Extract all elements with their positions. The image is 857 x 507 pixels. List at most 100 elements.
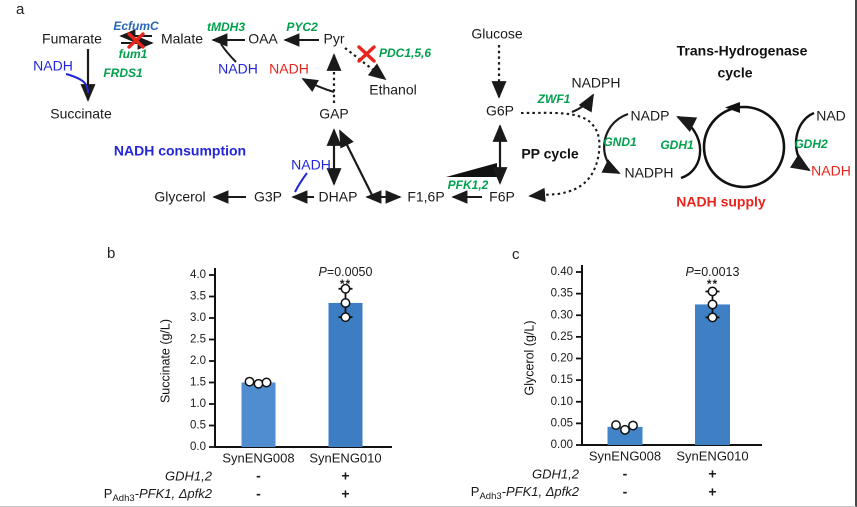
data-point — [245, 377, 253, 385]
chart-succinate: b Succinate (g/L) 4.0 3.5 3.0 2.5 2.0 1.5 1.0 0… — [104, 245, 440, 504]
metabolite-glycerol: Glycerol — [154, 189, 205, 205]
data-point — [341, 299, 349, 307]
data-point — [612, 421, 620, 429]
data-point — [341, 285, 349, 293]
cofactor-nadph-zwf1: NADPH — [571, 75, 620, 91]
panel-a-label: a — [16, 1, 25, 18]
data-point — [708, 287, 716, 295]
metabolite-g3p: G3P — [254, 189, 282, 205]
metabolite-malate: Malate — [161, 31, 203, 47]
trans-hydrogenase-circle — [704, 107, 784, 187]
section-trans-hydrogenase-line2: cycle — [717, 65, 752, 81]
condition-value: - — [256, 468, 261, 484]
cofactor-nadh-gapdh: NADH — [269, 61, 309, 77]
condition-value: - — [256, 486, 261, 502]
category-label: SynENG008 — [589, 448, 661, 463]
gene-pdc: PDC1,5,6 — [379, 46, 431, 60]
metabolite-ethanol: Ethanol — [369, 82, 416, 98]
gene-gdh1: GDH1 — [660, 138, 694, 152]
data-point — [262, 378, 270, 386]
arrow-pyr-ethanol-dotted — [345, 48, 387, 81]
condition-value: + — [708, 484, 716, 500]
cofactor-nadh-g3p: NADH — [291, 157, 331, 173]
section-pp-cycle: PP cycle — [521, 146, 579, 162]
bar-SynENG008 — [241, 382, 276, 447]
y-tick-label: 2.0 — [190, 355, 206, 367]
category-label: SynENG008 — [222, 450, 294, 465]
metabolite-g6p: G6P — [486, 103, 514, 119]
condition-value: + — [708, 466, 716, 482]
curve-nadh-gapdh — [301, 79, 334, 92]
arrow-gnd1-nadph — [601, 114, 628, 173]
condition-value: + — [341, 468, 349, 484]
significance-stars: ** — [707, 277, 718, 291]
arrow-gdh2-nadh — [789, 113, 814, 172]
cycle-arrowhead-icon — [725, 102, 740, 113]
chart-glycerol: c Glycerol (g/L) 0.40 0.35 0.30 0.25 0.20 0.1… — [471, 246, 790, 502]
metabolite-f6p: F6P — [489, 189, 515, 205]
cofactor-nadh-frds: NADH — [33, 58, 73, 74]
p-value-label: P=0.0050 — [319, 265, 373, 279]
data-point — [629, 421, 637, 429]
y-tick-label: 0.5 — [190, 420, 206, 432]
category-label: SynENG010 — [676, 448, 748, 463]
cofactor-nadh-gdh2: NADH — [811, 163, 851, 179]
y-tick-label: 2.5 — [190, 334, 206, 346]
panel-c-label: c — [512, 246, 520, 263]
condition-row-label: PAdh3-PFK1, Δpfk2 — [471, 484, 580, 501]
arrow-zwf1-nadph — [572, 93, 593, 112]
gene-pyc2: PYC2 — [286, 20, 318, 34]
y-tick-label: 3.0 — [190, 312, 206, 324]
y-tick-label: 0.40 — [551, 266, 573, 278]
data-point — [621, 426, 629, 434]
y-tick-label: 0.20 — [551, 353, 573, 365]
condition-value: - — [623, 484, 628, 500]
gene-pfk: PFK1,2 — [448, 178, 489, 192]
gene-gnd1: GND1 — [603, 135, 637, 149]
bar-SynENG008 — [607, 426, 643, 445]
data-point — [708, 300, 716, 308]
y-axis-label: Glycerol (g/L) — [522, 320, 536, 395]
condition-row-label: GDH1,2 — [165, 468, 213, 483]
gene-frds1: FRDS1 — [103, 66, 143, 80]
y-tick-label: 1.0 — [190, 398, 206, 410]
significance-stars: ** — [340, 277, 351, 291]
y-tick-label: 3.5 — [190, 291, 206, 303]
curve-nadh-g3p — [295, 173, 307, 192]
y-tick-label: 0.15 — [551, 374, 573, 386]
gene-zwf1: ZWF1 — [537, 92, 571, 106]
section-nadh-supply: NADH supply — [676, 194, 766, 210]
data-point — [341, 313, 349, 321]
gene-ecfumc: EcfumC — [113, 19, 159, 33]
bar-SynENG010 — [328, 302, 363, 447]
y-tick-label: 0.00 — [551, 439, 573, 451]
knockout-x-pdc-icon — [359, 47, 374, 61]
pathway-diagram: a — [16, 1, 851, 210]
y-axis-label: Succinate (g/L) — [158, 319, 172, 403]
gene-tmdh3: tMDH3 — [207, 20, 245, 34]
cofactor-nad: NAD — [816, 108, 846, 124]
arrow-gdh1-nadp — [676, 117, 700, 178]
condition-value: + — [341, 486, 349, 502]
metabolite-fumarate: Fumarate — [42, 31, 102, 47]
gene-fum1: fum1 — [119, 47, 148, 61]
y-tick-label: 0.35 — [551, 288, 573, 300]
metabolite-dhap: DHAP — [319, 189, 358, 205]
cofactor-nadph-gnd1: NADPH — [624, 165, 673, 181]
condition-row-label: GDH1,2 — [532, 466, 580, 481]
condition-row-label: PAdh3-PFK1, Δpfk2 — [104, 486, 213, 503]
section-nadh-consumption: NADH consumption — [114, 143, 246, 159]
curve-nadh-frds1 — [66, 74, 88, 93]
y-tick-label: 0.0 — [190, 441, 206, 453]
y-tick-label: 1.5 — [190, 377, 206, 389]
y-tick-label: 0.30 — [551, 309, 573, 321]
cofactor-nadh-mdh: NADH — [218, 61, 258, 77]
line-gap-aldolase — [340, 129, 372, 195]
y-tick-label: 0.10 — [551, 396, 573, 408]
metabolite-gap: GAP — [319, 106, 349, 122]
metabolite-f16p: F1,6P — [407, 189, 444, 205]
gene-gdh2: GDH2 — [794, 137, 828, 151]
condition-value: - — [623, 466, 628, 482]
metabolite-glucose: Glucose — [471, 26, 523, 42]
